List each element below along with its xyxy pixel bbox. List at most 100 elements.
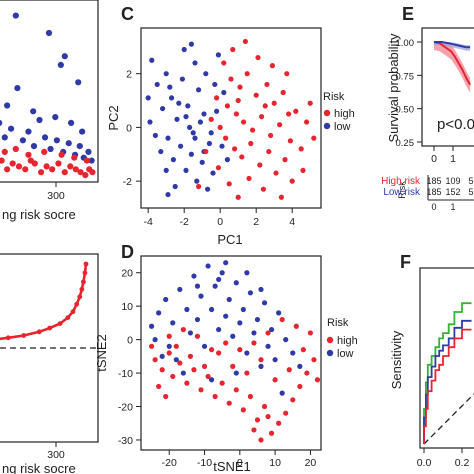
panel-d-point-low	[254, 316, 261, 323]
panel-c-xtick-label: 2	[253, 216, 259, 228]
panel-c-point-high	[307, 100, 313, 106]
risk-table-xtick-0: 0	[431, 202, 436, 212]
panel-d-point-high	[265, 413, 271, 420]
panel-b-curve-line	[0, 263, 88, 341]
panel-e-xtick-label: 0	[431, 153, 437, 165]
panel-c-point-low	[152, 132, 158, 139]
panel-c-point-high	[304, 119, 310, 125]
panel-e-high-risk-curve	[433, 41, 471, 86]
panel-c-point-low	[188, 151, 194, 157]
panel-d-frame	[140, 255, 322, 451]
panel-a-point-high	[31, 160, 38, 167]
panel-d-point-low	[261, 300, 268, 306]
panel-d-point-high	[180, 326, 186, 333]
panel-d-point-low	[279, 390, 285, 396]
panel-d-point-high	[184, 380, 190, 386]
panel-f-xtick-label-0: 0.0	[417, 457, 432, 469]
panel-e-ylabel: Survival probability	[386, 33, 401, 143]
panel-c-xtick-label: 4	[289, 216, 295, 228]
panel-d-point-low	[226, 296, 232, 303]
panel-e-low-risk-curve	[434, 41, 471, 49]
panel-d-point-low	[258, 286, 264, 293]
panel-d-point-low	[223, 260, 229, 266]
panel-c-point-high	[241, 119, 247, 125]
panel-f-curves	[423, 302, 472, 444]
panel-c-point-high	[271, 100, 277, 106]
panel-c-point-low	[224, 157, 230, 163]
panel-a-point-high	[37, 169, 45, 176]
panel-a-point-high	[55, 160, 62, 167]
panel-c-point-high	[262, 103, 268, 109]
panel-a-point-high	[0, 157, 5, 164]
panel-a-point-low	[85, 148, 92, 155]
panel-c-point-high	[273, 170, 279, 176]
panel-a-xlabel: ng risk socre	[2, 207, 76, 222]
panel-c-point-low	[163, 71, 169, 77]
panel-b-frame	[0, 253, 99, 443]
panel-d-point-low	[290, 350, 296, 356]
panel-c-point-high	[300, 167, 306, 173]
panel-a-frame	[0, 0, 99, 183]
panel-a: 300 ng risk socre	[0, 0, 99, 222]
panel-c-point-low	[206, 140, 212, 147]
panel-c-point-high	[248, 140, 254, 147]
panel-c-point-low	[201, 111, 207, 117]
panel-c-point-low	[176, 100, 182, 106]
panel-d-point-high	[254, 417, 261, 423]
panel-a-point-low	[0, 119, 3, 126]
panel-d-point-high	[166, 350, 172, 356]
panel-d-point-low	[163, 296, 169, 303]
panel-d-point-high	[208, 347, 215, 353]
panel-a-point-high	[15, 163, 23, 170]
panel-c-point-high	[287, 138, 293, 144]
panel-c-point-low	[179, 76, 185, 82]
panel-a-point-high	[89, 169, 96, 176]
panel-d-point-low	[265, 343, 271, 349]
panel-d-point-low	[283, 337, 289, 343]
panel-d-point-low	[201, 343, 208, 349]
panel-c-point-low	[221, 89, 227, 96]
panel-a-point-low	[12, 12, 19, 19]
risk-table-high-count-2: 5	[468, 176, 473, 186]
panel-d-point-high	[272, 377, 278, 383]
panel-d-point-low	[208, 306, 215, 313]
panel-a-point-low	[67, 119, 75, 126]
panel-d-point-high	[191, 367, 197, 373]
panel-c-point-low	[172, 183, 178, 190]
panel-c-point-high	[293, 108, 299, 114]
panel-c-point-low	[181, 46, 187, 53]
panel-c-point-high	[228, 76, 234, 82]
panel-c-point-high	[223, 135, 229, 141]
panel-e-letter: E	[402, 4, 414, 24]
panel-c-point-low	[178, 143, 184, 149]
panel-a-point-low	[14, 85, 21, 92]
panel-e-curves	[433, 41, 471, 93]
panel-d-ytick-label: 0	[127, 335, 133, 347]
panel-d-point-high	[194, 333, 201, 339]
panel-e-ytick-label: 0.75	[396, 71, 415, 82]
panel-a-point-high	[43, 163, 50, 170]
panel-c-point-low	[145, 95, 151, 101]
panel-c-point-low	[210, 170, 216, 176]
panel-b-xtick-label: 300	[47, 449, 65, 461]
panel-d-point-high	[170, 373, 176, 380]
panel-c-point-low	[183, 114, 189, 120]
risk-table-high-count-0: 185	[426, 176, 441, 186]
panel-c-frame	[140, 27, 322, 209]
panel-c-point-high	[280, 89, 286, 96]
panel-a-point-high	[22, 166, 29, 173]
panel-d-point-high	[261, 403, 268, 410]
panel-d-xtick-label: 20	[305, 457, 317, 469]
panel-f-frame	[419, 267, 474, 449]
panel-c-point-low	[196, 87, 202, 93]
panel-d-point-high	[156, 383, 162, 390]
panel-a-point-low	[1, 134, 8, 141]
panel-d-point-high	[307, 330, 314, 336]
panel-d-ytick-label: -10	[118, 368, 133, 380]
panel-d-ytick-label: 10	[121, 301, 133, 313]
panel-d-point-low	[247, 290, 254, 296]
panel-d-point-low	[276, 310, 282, 316]
panel-d-letter: D	[121, 242, 134, 262]
panel-d-point-low	[152, 337, 158, 343]
panel-c-point-low	[214, 108, 220, 114]
